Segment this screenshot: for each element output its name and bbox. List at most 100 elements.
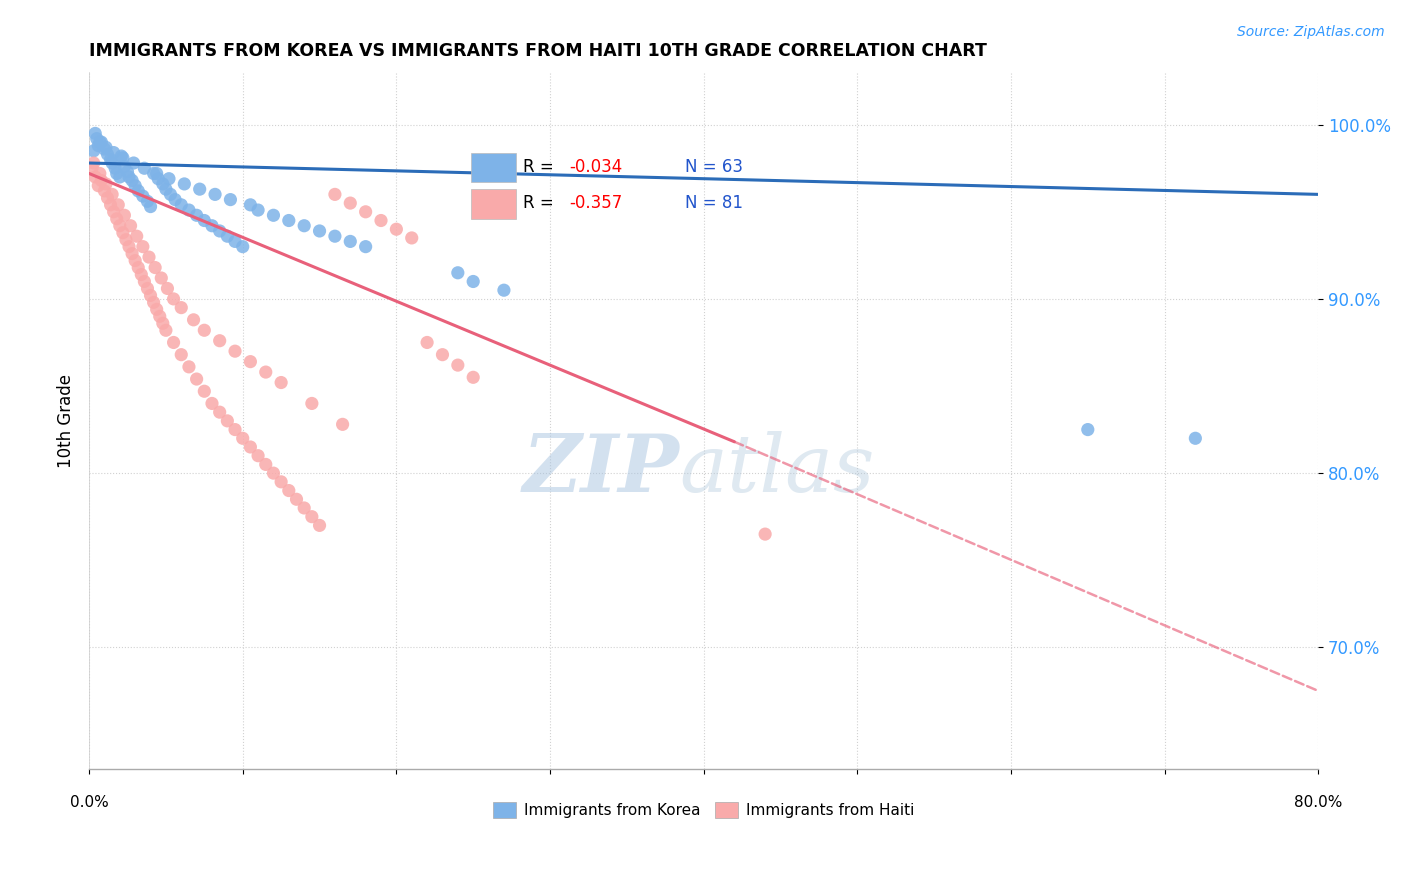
Point xyxy=(131,268,153,282)
Point xyxy=(101,187,124,202)
Point xyxy=(107,198,129,212)
Y-axis label: 10th Grade: 10th Grade xyxy=(58,374,75,468)
Point xyxy=(447,266,470,280)
Point xyxy=(124,253,146,268)
Point xyxy=(90,135,112,149)
Point xyxy=(103,204,125,219)
Point xyxy=(96,147,118,161)
Point xyxy=(301,509,323,524)
Point xyxy=(232,431,254,445)
Point xyxy=(193,213,215,227)
Point xyxy=(142,166,165,180)
Point xyxy=(90,173,112,187)
Point xyxy=(217,229,239,244)
Point xyxy=(120,219,142,233)
Point xyxy=(125,229,148,244)
Point xyxy=(370,213,392,227)
Point xyxy=(111,226,134,240)
Point xyxy=(94,140,117,154)
Point xyxy=(217,414,239,428)
Point xyxy=(145,302,167,317)
Point xyxy=(101,156,124,170)
Point xyxy=(143,260,166,275)
Point xyxy=(149,310,172,324)
Point xyxy=(754,527,776,541)
Point xyxy=(145,166,167,180)
Point xyxy=(157,171,180,186)
Point xyxy=(239,198,262,212)
Text: ZIP: ZIP xyxy=(522,431,679,508)
Point xyxy=(142,295,165,310)
Point xyxy=(138,250,160,264)
Text: IMMIGRANTS FROM KOREA VS IMMIGRANTS FROM HAITI 10TH GRADE CORRELATION CHART: IMMIGRANTS FROM KOREA VS IMMIGRANTS FROM… xyxy=(89,42,987,60)
Point xyxy=(132,189,155,203)
Point xyxy=(193,323,215,337)
Point xyxy=(121,173,143,187)
Point xyxy=(100,153,122,167)
Point xyxy=(170,198,193,212)
Point xyxy=(170,301,193,315)
Point xyxy=(208,405,231,419)
Point xyxy=(139,200,162,214)
Point xyxy=(118,169,141,184)
Point xyxy=(219,193,242,207)
Text: 0.0%: 0.0% xyxy=(70,796,108,811)
Point xyxy=(224,235,246,249)
Point xyxy=(108,219,131,233)
Point xyxy=(470,196,492,211)
Point xyxy=(139,288,162,302)
Point xyxy=(208,224,231,238)
Point xyxy=(254,458,277,472)
Point xyxy=(93,142,115,156)
Point xyxy=(232,240,254,254)
Point xyxy=(148,171,170,186)
Point xyxy=(262,208,284,222)
Point xyxy=(224,423,246,437)
Point xyxy=(156,281,179,295)
Point xyxy=(385,222,408,236)
Point xyxy=(492,283,515,297)
Point xyxy=(193,384,215,399)
Point xyxy=(83,144,105,158)
Point xyxy=(117,165,139,179)
Point xyxy=(118,240,141,254)
Point xyxy=(84,169,107,184)
Point xyxy=(173,177,195,191)
Text: 80.0%: 80.0% xyxy=(1294,796,1343,811)
Point xyxy=(162,292,184,306)
Point xyxy=(93,184,115,198)
Point xyxy=(239,354,262,368)
Point xyxy=(124,178,146,193)
Point xyxy=(463,275,485,289)
Point xyxy=(292,219,315,233)
Point xyxy=(247,202,270,217)
Point xyxy=(108,169,131,184)
Point xyxy=(115,233,138,247)
Point xyxy=(277,213,299,227)
Point xyxy=(323,187,346,202)
Point xyxy=(401,231,423,245)
Point xyxy=(104,161,127,176)
Point xyxy=(308,518,330,533)
Point xyxy=(224,344,246,359)
Point xyxy=(127,184,149,198)
Point xyxy=(354,204,377,219)
Point xyxy=(201,219,224,233)
Point xyxy=(188,182,211,196)
Point xyxy=(162,335,184,350)
Point xyxy=(136,281,159,295)
Point xyxy=(323,229,346,244)
Point xyxy=(262,466,284,480)
Point xyxy=(183,313,205,327)
Point xyxy=(150,271,173,285)
Point xyxy=(204,187,226,202)
Point xyxy=(136,194,159,209)
Text: atlas: atlas xyxy=(679,431,875,508)
Point xyxy=(96,191,118,205)
Point xyxy=(177,359,200,374)
Point xyxy=(112,208,135,222)
Point xyxy=(134,161,156,176)
Point xyxy=(170,348,193,362)
Point xyxy=(110,149,132,163)
Point xyxy=(285,492,308,507)
